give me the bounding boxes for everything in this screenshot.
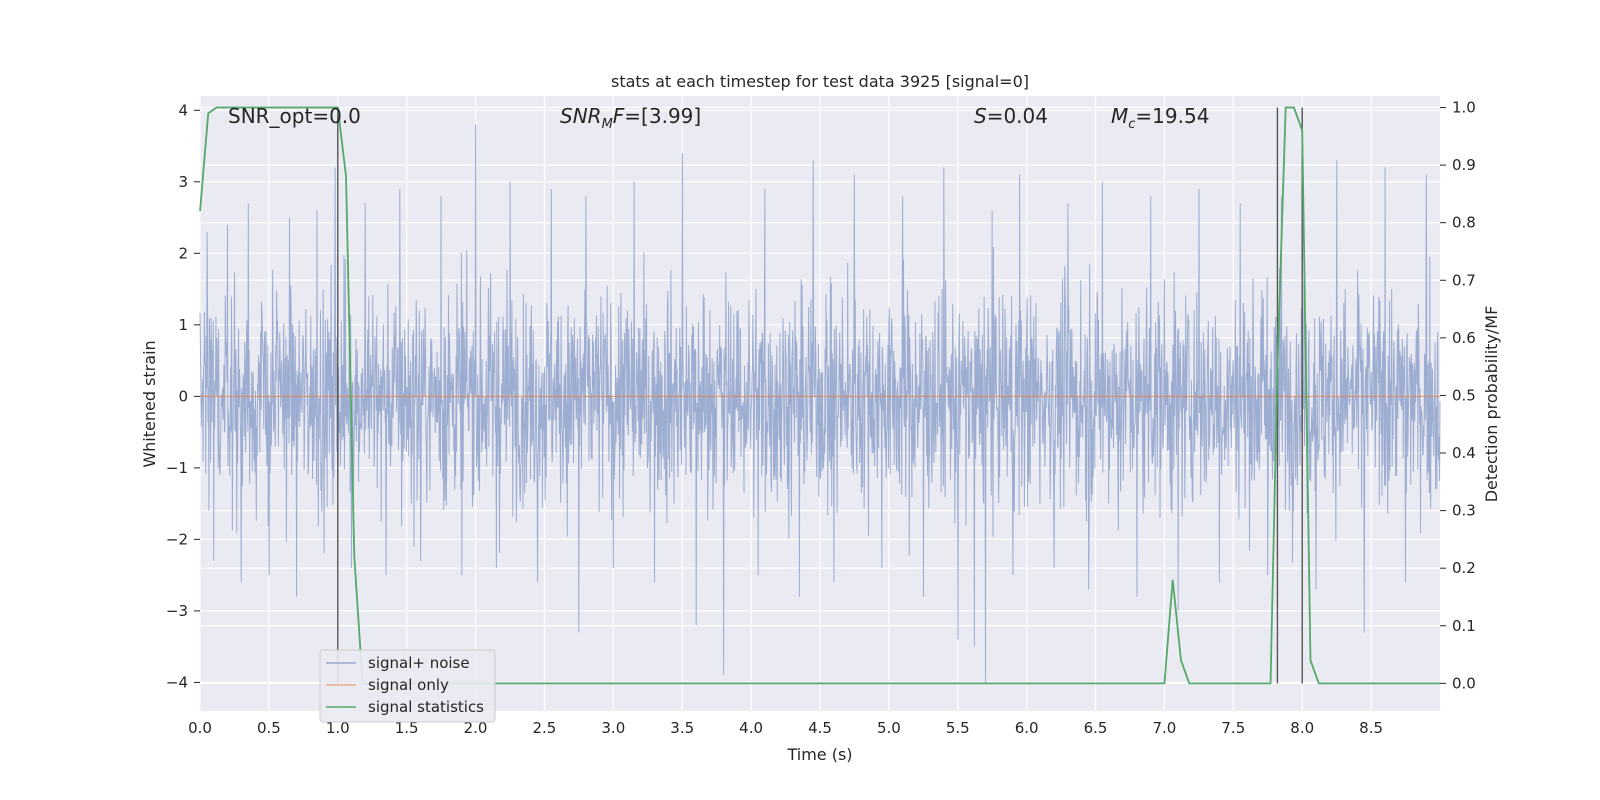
y-tick-label: −3 — [166, 602, 188, 620]
x-tick-label: 5.5 — [946, 719, 970, 737]
right-y-tick-label: 0.7 — [1452, 271, 1476, 289]
signal-statistics-line — [199, 106, 1440, 685]
x-tick-label: 2.5 — [533, 719, 557, 737]
legend-label-noise: signal+ noise — [368, 654, 470, 672]
x-tick-label: 6.5 — [1084, 719, 1108, 737]
y-tick-label: 4 — [178, 101, 188, 119]
x-tick-label: 8.0 — [1290, 719, 1314, 737]
s-value: =0.04 — [987, 104, 1048, 128]
x-tick-label: 6.0 — [1015, 719, 1039, 737]
x-tick-label: 1.0 — [326, 719, 350, 737]
legend-label-stats: signal statistics — [368, 698, 484, 716]
mc-sub: c — [1128, 117, 1135, 132]
right-y-tick-label: 0.8 — [1452, 214, 1476, 232]
x-tick-label: 0.5 — [257, 719, 281, 737]
s-annotation: S=0.04 — [974, 104, 1048, 128]
x-tick-label: 2.0 — [464, 719, 488, 737]
snr-mf-f: F — [613, 104, 625, 128]
x-tick-label: 1.5 — [395, 719, 419, 737]
signal-noise-line — [199, 124, 1441, 683]
signal-statistics-series — [199, 106, 1440, 685]
x-tick-label: 5.0 — [877, 719, 901, 737]
x-tick-label: 8.5 — [1359, 719, 1383, 737]
right-y-tick-label: 0.3 — [1452, 502, 1476, 520]
x-axis-label: Time (s) — [786, 745, 852, 764]
mc-annotation: Mc=19.54 — [1111, 104, 1209, 132]
right-y-tick-label: 0.9 — [1452, 156, 1476, 174]
x-tick-label: 3.5 — [670, 719, 694, 737]
right-y-tick-label: 1.0 — [1452, 99, 1476, 117]
y-tick-label: 2 — [178, 244, 188, 262]
right-y-tick-label: 0.6 — [1452, 329, 1476, 347]
right-y-tick-label: 0.5 — [1452, 386, 1476, 404]
right-y-tick-label: 0.1 — [1452, 617, 1476, 635]
x-tick-label: 7.5 — [1221, 719, 1245, 737]
s-main: S — [974, 104, 987, 128]
x-tick-label: 3.0 — [601, 719, 625, 737]
snr-mf-sub: M — [602, 117, 613, 132]
x-tick-label: 7.0 — [1153, 719, 1177, 737]
right-y-axis-label: Detection probability/MF — [1482, 306, 1501, 503]
snr-mf-main: SNR — [560, 104, 602, 128]
y-tick-label: −4 — [166, 673, 188, 691]
x-tick-label: 4.0 — [739, 719, 763, 737]
y-tick-label: 1 — [178, 316, 188, 334]
y-tick-label: −1 — [166, 459, 188, 477]
y-tick-label: 3 — [178, 173, 188, 191]
snr-mf-value: =[3.99] — [624, 104, 701, 128]
signal-noise-series — [199, 124, 1441, 683]
y-axis-label: Whitened strain — [140, 340, 159, 467]
x-tick-label: 0.0 — [188, 719, 212, 737]
x-axis-ticks: 0.0 0.5 1.0 1.5 2.0 2.5 3.0 3.5 4.0 4.5 5.0 5.5 6.0 6… — [188, 719, 1383, 737]
right-y-tick-label: 0.0 — [1452, 674, 1476, 692]
y-tick-label: 0 — [178, 387, 188, 405]
chart-title: stats at each timestep for test data 392… — [611, 72, 1029, 91]
right-y-tick-label: 0.4 — [1452, 444, 1476, 462]
right-y-axis-ticks: 1.0 0.9 0.8 0.7 0.6 0.5 0.4 0.3 0.2 0.1 0.0 — [1440, 99, 1476, 692]
snr-opt-annotation: SNR_opt=0.0 — [228, 104, 361, 128]
right-y-tick-label: 0.2 — [1452, 559, 1476, 577]
legend-label-signal: signal only — [368, 676, 449, 694]
legend-box — [319, 649, 496, 723]
y-axis-ticks: 4 3 2 1 0 −1 −2 −3 −4 — [166, 101, 200, 691]
mc-value: =19.54 — [1135, 104, 1209, 128]
y-tick-label: −2 — [166, 530, 188, 548]
snr-mf-annotation: SNRMF=[3.99] — [560, 104, 701, 132]
mc-main: M — [1111, 104, 1128, 128]
x-tick-label: 4.5 — [808, 719, 832, 737]
legend: signal+ noise signal only signal statist… — [319, 649, 496, 723]
